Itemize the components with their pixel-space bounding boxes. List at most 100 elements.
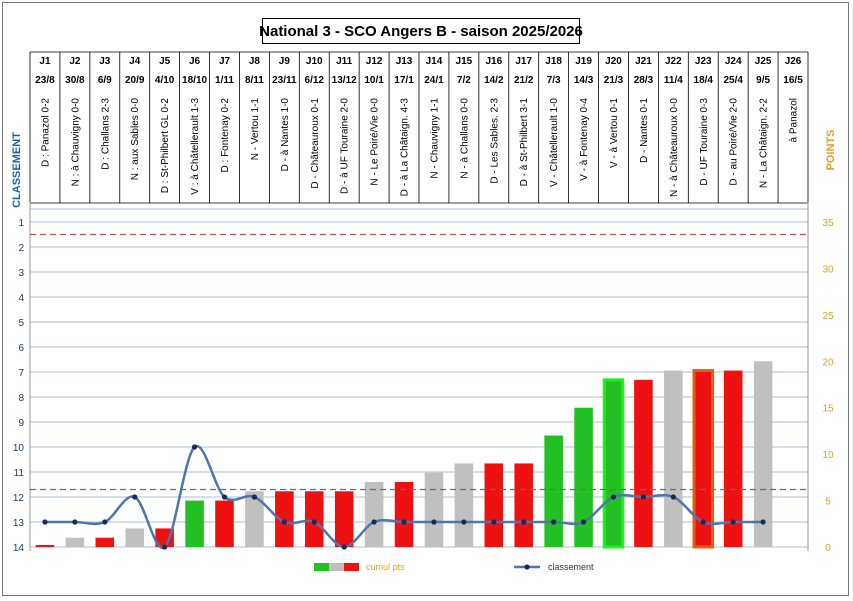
classement-point [371,519,377,525]
match-date: 17/1 [394,75,414,86]
left-tick-label: 10 [13,443,25,454]
classement-point [730,519,736,525]
match-result-label: D - Nantes 0-1 [639,98,650,163]
matchday-label: J11 [336,56,353,67]
left-tick-label: 12 [13,493,25,504]
right-tick-label: 0 [825,543,831,554]
match-result-label: N - Chauvigny 1-1 [429,98,440,179]
legend-swatch-draw [329,563,344,571]
bar [65,537,85,547]
classement-point [191,444,198,450]
classement-point [72,519,78,525]
left-tick-label: 9 [18,418,24,429]
matchday-label: J19 [575,56,592,67]
classement-point [251,494,258,500]
match-result-label: N - à Challans 0-0 [459,98,470,179]
match-result-label: D - à Nantes 1-0 [280,98,291,172]
match-date: 21/2 [514,75,534,86]
matchday-label: J10 [306,56,323,67]
bar [574,407,593,547]
right-tick-label: 15 [822,404,834,415]
matchday-label: J1 [39,56,51,67]
classement-point [551,519,557,525]
match-date: 11/4 [664,75,683,86]
matchday-label: J16 [485,56,502,67]
bar [602,378,625,549]
right-tick-label: 30 [822,264,834,275]
match-date: 14/2 [484,75,504,86]
classement-point [491,519,497,525]
match-date: 7/2 [457,75,471,86]
left-tick-label: 6 [18,343,24,354]
bar [664,370,683,547]
match-date: 8/11 [245,75,264,86]
bar [692,369,715,549]
match-result-label: V - à Vertou 0-1 [609,98,620,168]
bar [394,482,414,547]
match-date: 23/8 [35,75,55,86]
classement-point [760,519,766,525]
bar [753,361,773,547]
classement-point [42,519,48,525]
matchday-label: J25 [755,56,772,67]
classement-point [670,494,676,500]
matchday-label: J5 [159,56,171,67]
match-result-label: D - Châteauroux 0-1 [310,98,321,189]
match-result-label: V - à Fontenay 0-4 [579,98,590,181]
classement-point [640,494,647,500]
right-tick-label: 25 [822,311,834,322]
match-result-label: D : Fontenay 0-2 [220,98,231,173]
bar [723,370,743,547]
classement-point [431,519,437,525]
matchday-label: J3 [99,56,111,67]
match-date: 9/5 [756,75,770,86]
right-tick-label: 5 [825,497,831,508]
matchday-label: J22 [665,56,682,67]
classement-point [311,519,317,525]
classement-point [610,494,617,500]
matchday-label: J23 [695,56,712,67]
bar [215,500,234,547]
matchday-label: J12 [366,56,383,67]
matchday-label: J13 [396,56,413,67]
left-tick-label: 2 [18,243,24,254]
bar [454,463,474,547]
matchday-label: J18 [545,56,562,67]
right-tick-label: 10 [822,450,834,461]
match-date: 21/3 [604,75,624,86]
bar [95,537,115,547]
matchday-label: J14 [426,56,443,67]
match-date: 18/4 [694,75,714,86]
bar [35,545,55,547]
match-date: 24/1 [424,75,444,86]
bar [514,463,534,547]
match-result-label: D - Les Sables. 2-3 [489,98,500,184]
match-date: 14/3 [574,75,594,86]
match-date: 10/1 [364,75,384,86]
right-tick-label: 35 [822,218,834,229]
bar [125,528,145,547]
match-result-label: D - à UF Touraine 2-0 [340,98,351,194]
bar [304,491,324,547]
matchday-label: J26 [785,56,802,67]
match-date: 1/11 [215,75,234,86]
match-result-label: N - La Châtaign. 2-2 [759,98,770,188]
legend-label-bars: cumul pts [366,562,405,572]
legend-swatch-marker [524,564,530,570]
classement-point [461,519,467,525]
bar [334,491,354,547]
match-date: 28/3 [634,75,654,86]
matchday-label: J8 [249,56,261,67]
matchday-label: J2 [69,56,81,67]
classement-point [341,544,347,550]
classement-point [102,519,108,525]
classement-point [700,519,706,525]
bar [634,379,653,547]
chart-title: National 3 - SCO Angers B - saison 2025/… [259,18,583,44]
legend-swatch-loss [344,563,359,571]
legend-swatch-win [314,563,329,571]
match-result-label: D - au Poiré/Vie 2-0 [729,98,740,186]
match-result-label: N - à Châteauroux 0-0 [669,98,680,197]
matchday-label: J24 [725,56,742,67]
